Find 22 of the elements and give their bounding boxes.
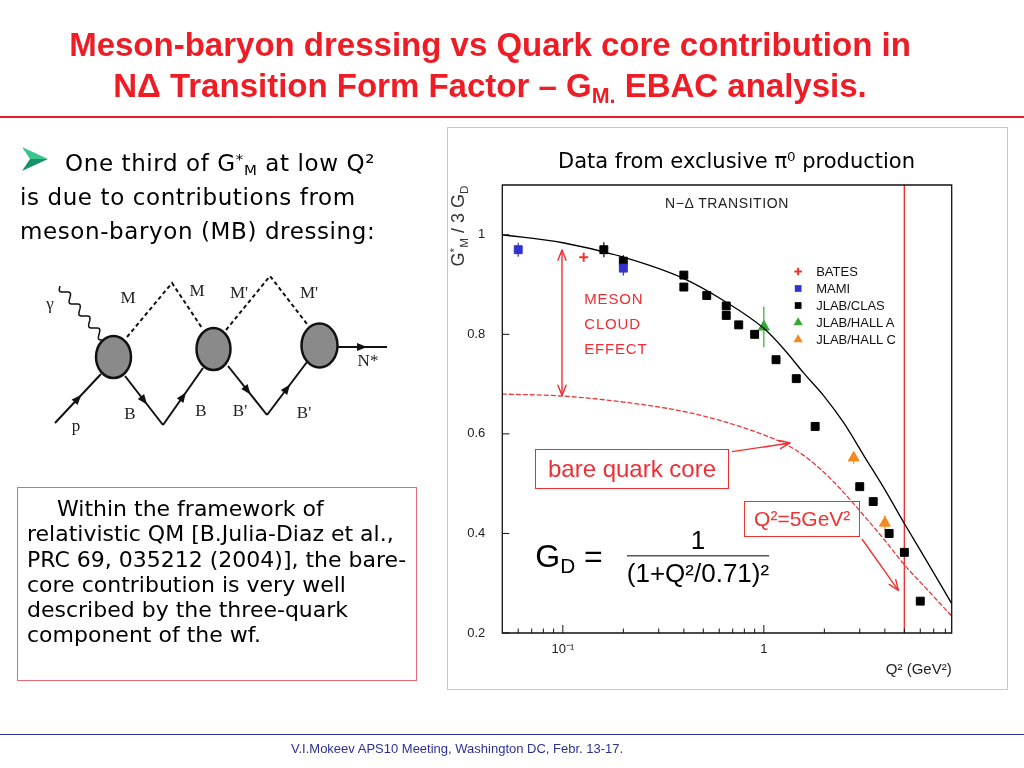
y-tick-label: 1: [478, 226, 486, 242]
annotation: (1+Q²/0.71)²: [626, 558, 770, 589]
legend-label: MAMI: [816, 281, 851, 297]
chart-subtitle: Data from exclusive π⁰ production: [558, 149, 915, 173]
legend-label: JLAB/HALL A: [816, 315, 895, 331]
text: Within the framework of relativistic QM [B.Julia-Diaz et al., PRC 69, 035212 (2004)], the bare-core contribution is very well described by the three-quark component of the wf.: [27, 496, 408, 648]
legend-label: JLAB/CLAS: [816, 298, 886, 314]
annotation: 1: [690, 525, 706, 556]
y-tick-label: 0.8: [467, 325, 486, 341]
y-tick-label: 0.2: [467, 624, 486, 640]
x-tick-label: 10⁻¹: [551, 641, 575, 657]
chart-title: Meson-baryon dressing vs Quark core contribution in NΔ Transition Form Factor – G$_{M.}$ EBAC analysis.: [68, 25, 912, 109]
x-axis-title: Q² (GeV²): [885, 660, 952, 677]
y-tick-label: 0.4: [467, 525, 486, 541]
annotation: N−Δ TRANSITION: [665, 195, 789, 211]
text: V.I.Mokeev APS10 Meeting, Washington DC, Febr. 13-17.: [291, 741, 624, 756]
y-tick-label: 0.6: [467, 425, 486, 441]
text: One third of G$^{*}$$_{M}$ at low Q² is due to contributions from meson-baryon (MB) dressing:: [20, 148, 377, 246]
annotation: G$_{D}$ =: [535, 538, 603, 578]
legend-label: JLAB/HALL C: [816, 332, 896, 348]
annotation: MESON CLOUD EFFECT: [584, 288, 649, 359]
legend-label: BATES: [816, 264, 859, 280]
